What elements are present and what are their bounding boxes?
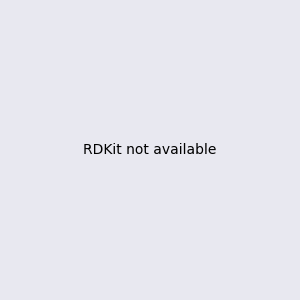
Text: RDKit not available: RDKit not available bbox=[83, 143, 217, 157]
